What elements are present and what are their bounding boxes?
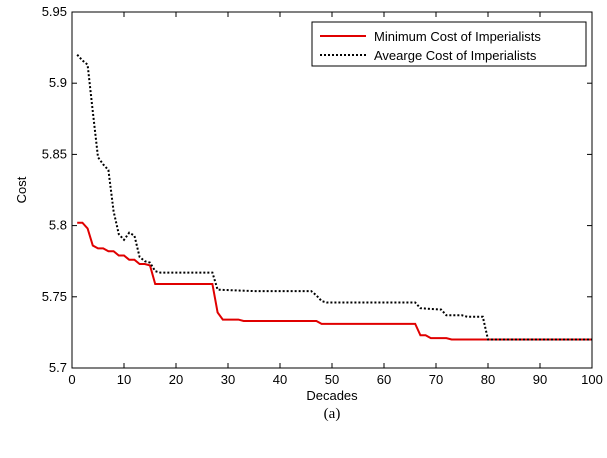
x-tick-label: 60 [377, 372, 391, 387]
x-tick-label: 100 [581, 372, 603, 387]
legend-box [311, 21, 587, 67]
legend: Minimum Cost of Imperialists Avearge Cos… [311, 21, 587, 67]
y-tick-label: 5.7 [49, 360, 67, 375]
legend-label-minimum-cost: Minimum Cost of Imperialists [374, 29, 541, 44]
tick-labels: 0 10 20 30 40 50 60 70 80 90 1005.75.755.85.855.95… [42, 4, 603, 387]
x-tick-label: 30 [221, 372, 235, 387]
x-tick-label: 20 [169, 372, 183, 387]
figure-caption: (a) [324, 406, 341, 422]
series-lines [76, 54, 592, 341]
series-line-minimum-cost [77, 221, 592, 341]
x-tick-label: 10 [117, 372, 131, 387]
x-tick-label: 80 [481, 372, 495, 387]
series-line-average-cost [76, 54, 592, 341]
x-axis-label: Decades [306, 388, 358, 403]
x-tick-label: 50 [325, 372, 339, 387]
x-tick-label: 0 [68, 372, 75, 387]
y-tick-label: 5.8 [49, 218, 67, 233]
y-tick-label: 5.9 [49, 75, 67, 90]
x-tick-label: 40 [273, 372, 287, 387]
x-tick-label: 90 [533, 372, 547, 387]
x-tick-label: 70 [429, 372, 443, 387]
y-tick-label: 5.75 [42, 289, 67, 304]
legend-label-average-cost: Avearge Cost of Imperialists [374, 48, 537, 63]
y-tick-label: 5.95 [42, 4, 67, 19]
axis-ticks [71, 11, 593, 369]
y-tick-label: 5.85 [42, 146, 67, 161]
y-axis-label: Cost [14, 176, 29, 203]
